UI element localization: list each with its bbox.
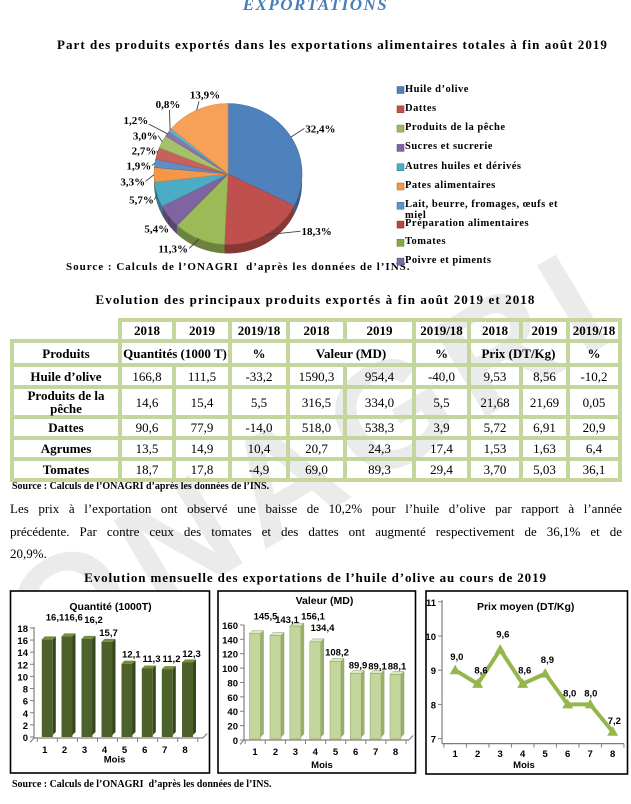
svg-text:5: 5 [333,747,339,758]
svg-text:6: 6 [565,749,570,760]
svg-text:2,7%: 2,7% [132,146,157,158]
svg-text:12,1: 12,1 [122,650,141,661]
svg-text:120: 120 [222,650,238,661]
svg-text:89,9: 89,9 [349,661,368,672]
svg-text:140: 140 [222,635,238,646]
svg-text:2: 2 [62,745,67,756]
svg-text:14: 14 [17,648,28,659]
svg-text:4: 4 [102,745,108,756]
svg-text:80: 80 [227,678,238,689]
svg-text:12: 12 [17,660,28,671]
svg-text:134,4: 134,4 [311,623,335,634]
svg-text:2: 2 [23,721,28,732]
svg-text:40: 40 [227,707,238,718]
svg-text:8,6: 8,6 [518,666,531,677]
svg-text:Mois: Mois [513,760,535,771]
svg-text:6: 6 [23,697,28,708]
svg-text:8,0: 8,0 [584,688,597,699]
svg-text:15,7: 15,7 [99,628,118,639]
svg-text:7: 7 [373,747,378,758]
svg-text:16,6: 16,6 [64,613,83,624]
svg-text:Mois: Mois [311,760,333,771]
svg-text:8: 8 [610,749,615,760]
svg-text:3,3%: 3,3% [120,176,145,188]
svg-text:2: 2 [273,747,278,758]
svg-text:8,0: 8,0 [563,688,576,699]
svg-text:3: 3 [82,745,87,756]
svg-text:1: 1 [42,745,48,756]
svg-text:4: 4 [520,749,526,760]
svg-text:18,3%: 18,3% [301,226,331,238]
svg-text:1,9%: 1,9% [127,161,152,173]
svg-text:12,3: 12,3 [182,649,201,660]
svg-text:0,8%: 0,8% [156,99,181,111]
svg-text:9,6: 9,6 [496,630,509,641]
svg-text:143,1: 143,1 [275,615,299,626]
svg-text:16,1: 16,1 [46,613,65,624]
svg-text:Prix moyen (DT/Kg): Prix moyen (DT/Kg) [477,601,574,613]
svg-text:6: 6 [142,745,147,756]
svg-text:9,0: 9,0 [450,652,463,663]
svg-text:Valeur (MD): Valeur (MD) [296,595,354,607]
svg-text:3: 3 [293,747,298,758]
svg-text:18: 18 [17,624,28,635]
svg-text:156,1: 156,1 [301,612,325,623]
svg-text:0: 0 [23,733,28,744]
svg-text:10: 10 [17,672,28,683]
svg-text:1: 1 [453,749,459,760]
svg-text:8: 8 [182,745,187,756]
svg-text:2: 2 [475,749,480,760]
svg-text:16: 16 [17,636,28,647]
svg-text:8,6: 8,6 [474,666,487,677]
svg-text:7: 7 [588,749,593,760]
svg-text:8: 8 [23,685,28,696]
svg-text:Quantité (1000T): Quantité (1000T) [69,601,151,613]
svg-text:108,2: 108,2 [325,648,349,659]
svg-text:4: 4 [313,747,319,758]
svg-text:8: 8 [431,700,436,711]
svg-text:5,4%: 5,4% [144,224,169,236]
svg-text:5: 5 [543,749,549,760]
svg-text:100: 100 [222,664,238,675]
svg-text:9: 9 [431,666,436,677]
svg-text:1: 1 [252,747,258,758]
svg-text:7: 7 [162,745,167,756]
svg-text:145,5: 145,5 [254,612,278,623]
svg-text:88,1: 88,1 [388,662,407,673]
svg-text:8,9: 8,9 [541,655,554,666]
svg-text:11,2: 11,2 [163,654,181,665]
svg-text:32,4%: 32,4% [305,123,335,135]
svg-text:16,2: 16,2 [84,615,103,626]
svg-text:7,2: 7,2 [608,716,621,727]
svg-text:Mois: Mois [104,755,126,766]
svg-text:10: 10 [425,632,436,643]
svg-text:11,3: 11,3 [143,654,161,665]
svg-text:89,1: 89,1 [368,662,387,673]
svg-text:4: 4 [23,709,29,720]
svg-text:5,7%: 5,7% [129,195,154,207]
svg-text:1,2%: 1,2% [124,115,149,127]
svg-text:7: 7 [431,735,436,746]
svg-text:160: 160 [222,621,238,632]
svg-text:60: 60 [227,693,238,704]
svg-text:6: 6 [353,747,358,758]
svg-text:8: 8 [393,747,398,758]
svg-text:3: 3 [498,749,503,760]
svg-text:0: 0 [233,736,238,747]
svg-text:20: 20 [227,722,238,733]
svg-text:13,9%: 13,9% [190,90,220,102]
svg-text:11,3%: 11,3% [158,243,188,255]
svg-text:3,0%: 3,0% [133,131,158,143]
svg-text:5: 5 [122,745,128,756]
svg-text:11: 11 [426,598,437,609]
